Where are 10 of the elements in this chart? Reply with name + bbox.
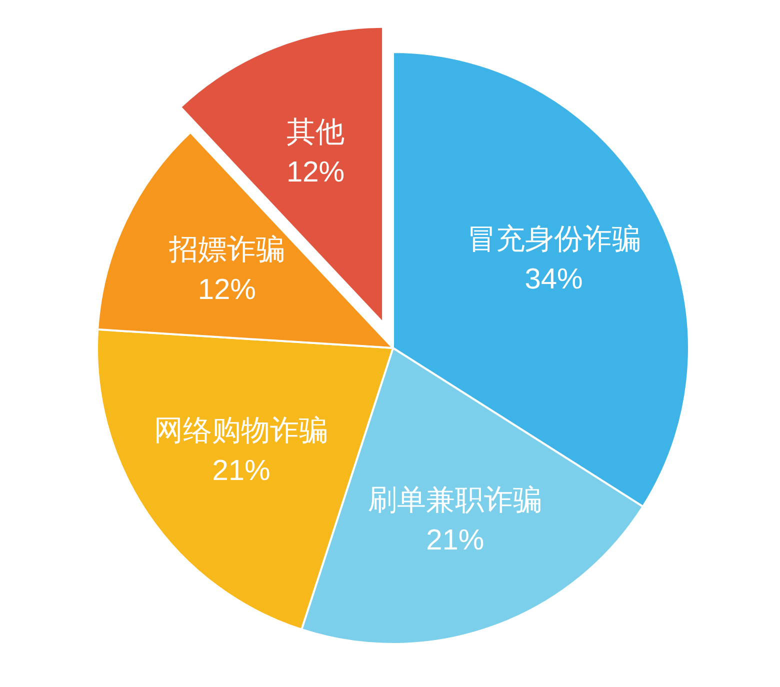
data-label: 12% — [286, 156, 345, 188]
data-label: 12% — [198, 274, 256, 306]
slice-label: 招嫖诈骗 — [168, 234, 285, 266]
data-label: 21% — [212, 455, 270, 488]
data-label: 34% — [524, 264, 583, 296]
slice-label: 网络购物诈骗 — [154, 415, 328, 448]
slice-label: 刷单兼职诈骗 — [368, 484, 542, 517]
data-label: 21% — [426, 524, 484, 557]
slice-label: 冒充身份诈骗 — [466, 224, 641, 256]
slice-label: 其他 — [286, 116, 344, 148]
